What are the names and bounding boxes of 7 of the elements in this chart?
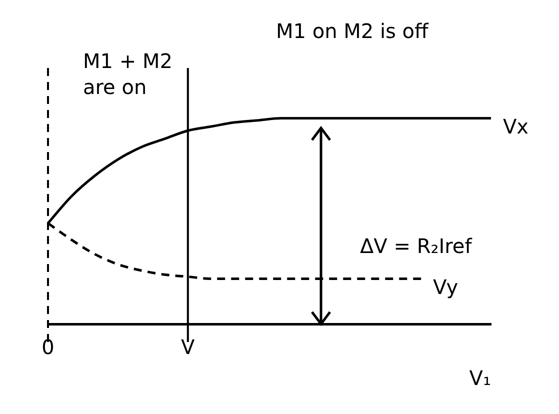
text: M1 on M2 is off (276, 18, 430, 44)
series-label: Vy (433, 274, 458, 299)
x-axis-title: V₁ (469, 366, 491, 390)
series-label: Vx (503, 114, 529, 138)
annotation: ΔV = R₂Iref (360, 233, 474, 259)
text: M1 + M2 are on (83, 48, 174, 100)
x-tick-label: V (181, 335, 196, 360)
